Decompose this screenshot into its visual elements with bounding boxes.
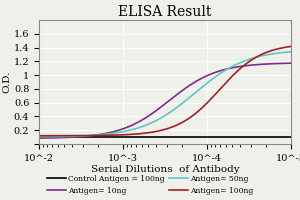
Title: ELISA Result: ELISA Result xyxy=(118,5,212,19)
Legend: Control Antigen = 100ng, Antigen= 10ng, Antigen= 50ng, Antigen= 100ng: Control Antigen = 100ng, Antigen= 10ng, … xyxy=(45,173,255,196)
Y-axis label: O.D.: O.D. xyxy=(2,71,11,93)
X-axis label: Serial Dilutions  of Antibody: Serial Dilutions of Antibody xyxy=(91,165,239,174)
